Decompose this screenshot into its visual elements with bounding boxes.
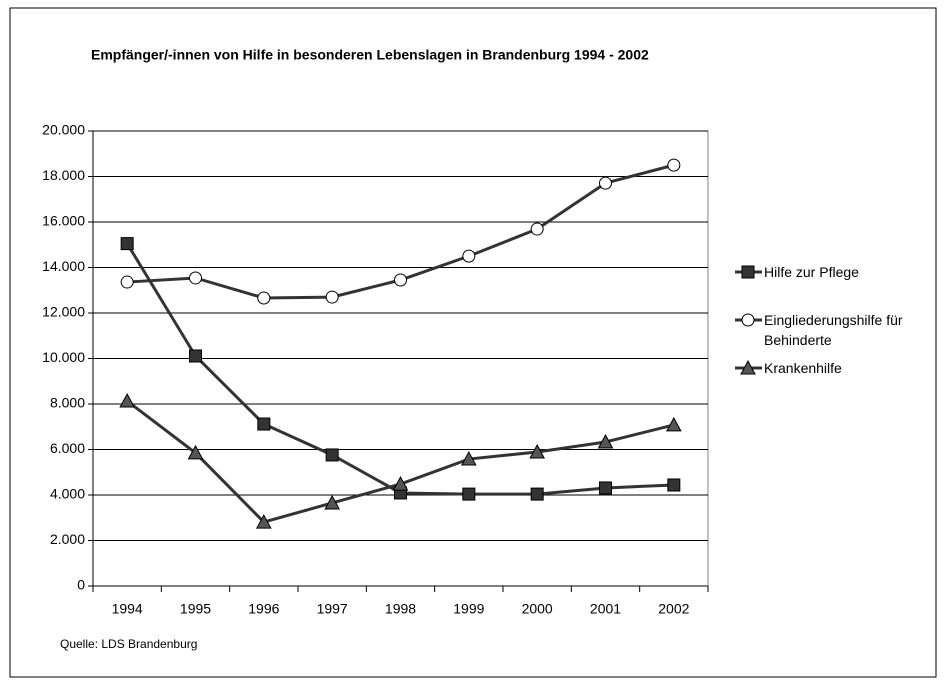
y-tick-label: 12.000 <box>42 304 85 320</box>
marker-circle <box>257 291 271 305</box>
marker-square <box>741 265 755 279</box>
marker-square <box>462 487 476 501</box>
marker-circle <box>741 313 755 327</box>
x-tick-label: 1994 <box>112 601 143 617</box>
y-tick-label: 14.000 <box>42 258 85 274</box>
marker-circle <box>189 271 202 285</box>
x-tick-label: 2001 <box>590 601 621 617</box>
marker-triangle <box>529 443 546 459</box>
y-tick-label: 10.000 <box>42 349 85 365</box>
marker-square <box>599 481 612 495</box>
x-tick-label: 1998 <box>385 601 416 617</box>
marker-square <box>530 487 544 501</box>
marker-triangle <box>665 416 682 432</box>
marker-triangle <box>255 514 272 529</box>
y-tick-label: 6.000 <box>50 440 85 456</box>
x-tick-label: 1996 <box>248 601 279 617</box>
marker-triangle <box>392 476 409 491</box>
marker-square <box>325 448 339 462</box>
y-tick-label: 20.000 <box>42 122 85 138</box>
y-tick-label: 8.000 <box>50 395 85 411</box>
x-tick-label: 1995 <box>180 601 211 617</box>
marker-square <box>189 349 202 363</box>
x-tick-label: 1997 <box>317 601 348 617</box>
marker-circle <box>462 249 476 263</box>
marker-circle <box>530 222 544 236</box>
marker-triangle <box>324 494 341 510</box>
x-tick-label: 2002 <box>658 601 689 617</box>
marker-circle <box>120 275 134 289</box>
marker-square <box>667 478 681 492</box>
marker-triangle <box>740 359 756 375</box>
marker-circle <box>325 290 339 304</box>
marker-circle <box>394 273 407 287</box>
marker-triangle <box>460 451 477 466</box>
y-tick-label: 4.000 <box>50 486 85 502</box>
marker-triangle <box>187 444 204 460</box>
marker-square <box>120 237 134 251</box>
marker-circle <box>599 176 612 190</box>
y-tick-label: 18.000 <box>42 167 85 183</box>
legend-label: Hilfe zur Pflege <box>764 264 859 280</box>
y-tick-label: 16.000 <box>42 213 85 229</box>
x-tick-label: 1999 <box>453 601 484 617</box>
marker-triangle <box>119 392 136 408</box>
marker-circle <box>667 158 681 172</box>
y-tick-label: 0 <box>77 577 85 593</box>
chart-title: Empfänger/-innen von Hilfe in besonderen… <box>91 47 649 63</box>
marker-square <box>257 417 271 431</box>
legend-label: Krankenhilfe <box>764 360 842 376</box>
marker-triangle <box>597 433 614 449</box>
y-tick-label: 2.000 <box>50 531 85 547</box>
source-note: Quelle: LDS Brandenburg <box>60 637 197 651</box>
legend-label: Eingliederungshilfe für Behinderte <box>764 312 903 348</box>
x-tick-label: 2000 <box>522 601 553 617</box>
